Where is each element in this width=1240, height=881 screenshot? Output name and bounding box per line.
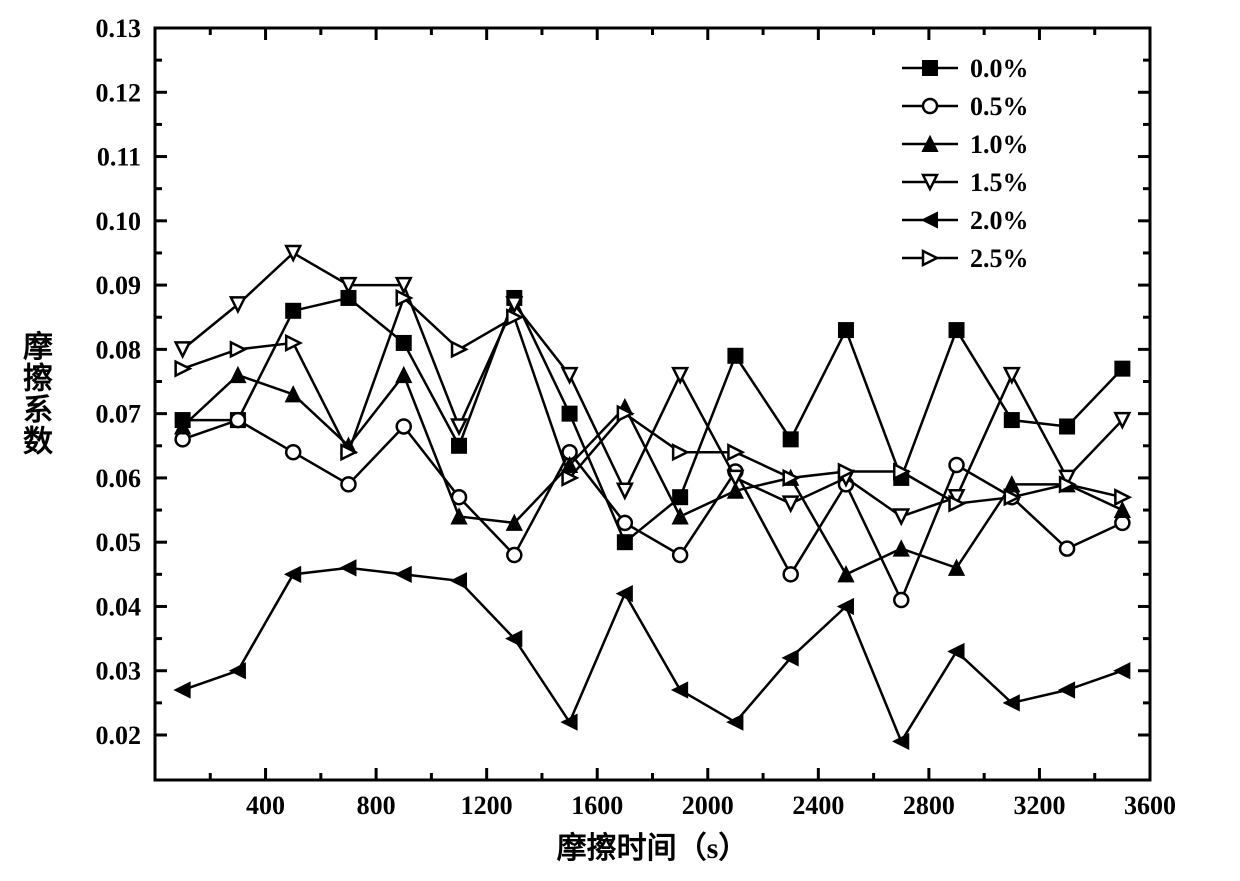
x-tick-label: 2800 (903, 791, 955, 820)
y-tick-label: 0.05 (96, 528, 142, 557)
legend-label: 1.5% (970, 168, 1029, 197)
x-axis-label: 摩擦时间（s） (557, 831, 749, 865)
y-tick-label: 0.13 (96, 14, 142, 43)
y-tick-label: 0.12 (96, 78, 142, 107)
legend-label: 0.5% (970, 92, 1029, 121)
y-tick-label: 0.07 (96, 400, 142, 429)
x-tick-label: 1600 (571, 791, 623, 820)
y-tick-label: 0.11 (97, 143, 141, 172)
legend-label: 0.0% (970, 54, 1029, 83)
friction-chart: 400 800 1200 1600 2000 2400 2800 3200 3600 0.02 0.… (0, 0, 1240, 881)
y-axis-label-char: 数 (23, 425, 54, 458)
legend-label: 1.0% (970, 130, 1029, 159)
y-tick-label: 0.02 (96, 721, 142, 750)
chart-container: 400 800 1200 1600 2000 2400 2800 3200 3600 0.02 0.… (0, 0, 1240, 881)
y-tick-label: 0.04 (96, 592, 142, 621)
x-tick-label: 800 (357, 791, 396, 820)
legend-label: 2.0% (970, 206, 1029, 235)
x-tick-label: 400 (246, 791, 285, 820)
y-tick-label: 0.03 (96, 657, 142, 686)
x-tick-label: 1200 (461, 791, 513, 820)
y-tick-label: 0.08 (96, 335, 142, 364)
legend-label: 2.5% (970, 244, 1029, 273)
x-tick-label: 3200 (1013, 791, 1065, 820)
x-tick-label: 2400 (792, 791, 844, 820)
y-axis-label-char: 摩 (23, 330, 53, 364)
y-tick-label: 0.09 (96, 271, 142, 300)
y-tick-label: 0.06 (96, 464, 142, 493)
x-tick-label: 2000 (682, 791, 734, 820)
y-axis-label-char: 系 (23, 394, 53, 427)
y-axis-label-char: 擦 (23, 361, 53, 395)
x-tick-label: 3600 (1124, 791, 1176, 820)
y-tick-label: 0.10 (96, 207, 142, 236)
